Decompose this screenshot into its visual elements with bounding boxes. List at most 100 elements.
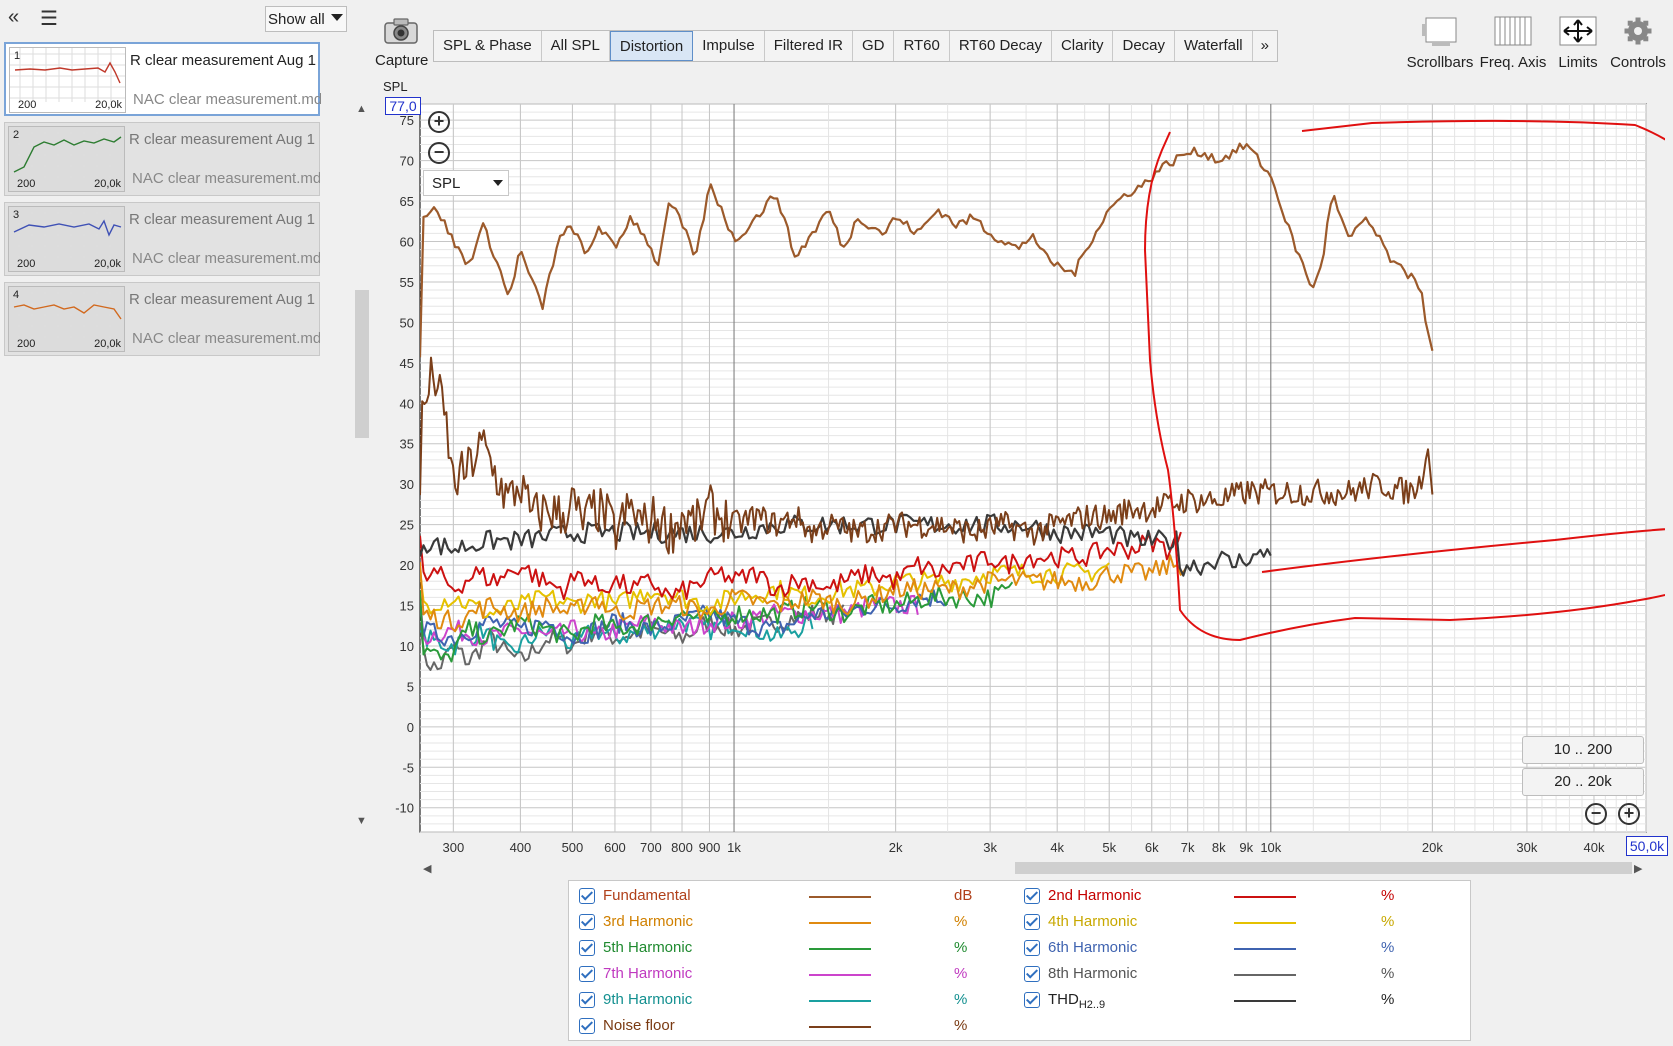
tab-all-spl[interactable]: All SPL <box>542 31 610 61</box>
tab-decay[interactable]: Decay <box>1113 31 1176 61</box>
y-max-limit-box[interactable]: 77,0 <box>385 97 421 115</box>
thumbnail-min-freq: 200 <box>17 178 36 190</box>
thumbnail-min-freq: 200 <box>17 258 36 270</box>
legend-unit: % <box>1381 939 1395 956</box>
chevron-down-icon[interactable] <box>331 14 343 21</box>
tab-impulse[interactable]: Impulse <box>693 31 765 61</box>
x-max-limit-box[interactable]: 50,0k <box>1626 836 1668 856</box>
measurement-thumbnail: 4 200 20,0k <box>8 286 125 352</box>
y-tick-label: 60 <box>400 235 414 250</box>
thumbnail-trace <box>14 61 121 84</box>
legend-checkbox[interactable] <box>579 940 595 956</box>
measurement-file: NAC clear measurement.mdat <box>132 330 320 347</box>
limits-icon[interactable] <box>1556 14 1600 48</box>
scrollbars-icon[interactable] <box>1418 14 1462 48</box>
show-all-label: Show all <box>268 11 325 28</box>
toolbar-freq-axis-label[interactable]: Freq. Axis <box>1479 54 1547 71</box>
capture-button-label[interactable]: Capture <box>375 52 429 69</box>
legend-checkbox[interactable] <box>1024 992 1040 1008</box>
x-zoom-out-icon[interactable]: − <box>1585 803 1607 825</box>
measurement-thumbnail: 2 200 20,0k <box>8 126 125 192</box>
measurement-number: 3 <box>13 209 20 221</box>
tab-spl-phase[interactable]: SPL & Phase <box>434 31 542 61</box>
y-tick-label: 55 <box>400 275 414 290</box>
x-tick-label: 30k <box>1516 840 1537 855</box>
measurement-item-1[interactable]: 1 200 20,0k R clear measurement Aug 1 NAC cl… <box>4 42 321 116</box>
toolbar-limits-label[interactable]: Limits <box>1558 54 1598 71</box>
y-tick-label: 25 <box>400 518 414 533</box>
scroll-left-arrow-icon[interactable]: ◀ <box>423 863 432 875</box>
measurement-item-4[interactable]: 4 200 20,0k R clear measurement Aug 1 NAC cl… <box>4 282 320 356</box>
measurement-number: 2 <box>13 129 20 141</box>
x-tick-label: 900 <box>699 840 721 855</box>
legend-unit: % <box>954 991 968 1008</box>
hand-drawn-annotation <box>1143 119 1665 642</box>
chevron-down-icon[interactable] <box>493 180 503 186</box>
range-button-10-200[interactable]: 10 .. 200 <box>1522 736 1644 764</box>
legend-checkbox[interactable] <box>1024 888 1040 904</box>
y-axis-label: SPL <box>383 79 408 94</box>
measurement-list-scroll-thumb[interactable] <box>355 290 369 438</box>
legend-checkbox[interactable] <box>1024 914 1040 930</box>
legend-line-swatch <box>1234 1000 1296 1002</box>
legend-checkbox[interactable] <box>579 914 595 930</box>
graph-tabs: SPL & Phase All SPL Distortion Impulse Filte… <box>433 30 1278 62</box>
legend-label: Noise floor <box>603 1017 675 1034</box>
measurement-list-scrollbar[interactable] <box>354 100 370 820</box>
legend-checkbox[interactable] <box>579 966 595 982</box>
y-tick-label: 75 <box>400 113 414 128</box>
double-chevron-left-icon[interactable]: « <box>8 6 20 28</box>
y-tick-label: 40 <box>400 396 414 411</box>
x-zoom-in-icon[interactable]: + <box>1618 803 1640 825</box>
camera-icon[interactable] <box>382 16 420 49</box>
tab-rt60[interactable]: RT60 <box>894 31 950 61</box>
measurement-thumbnail: 1 200 20,0k <box>9 47 126 113</box>
scroll-down-arrow-icon[interactable]: ▼ <box>356 815 367 827</box>
legend-item-3rd-harmonic: 3rd Harmonic% <box>569 910 1469 934</box>
legend-checkbox[interactable] <box>579 1018 595 1034</box>
zoom-out-icon[interactable]: − <box>428 142 450 164</box>
y-tick-label: 35 <box>400 437 414 452</box>
measurement-file: NAC clear measurement.mdat <box>132 250 320 267</box>
legend-unit: % <box>954 913 968 930</box>
measurement-item-3[interactable]: 3 200 20,0k R clear measurement Aug 1 NAC cl… <box>4 202 320 276</box>
tab-distortion[interactable]: Distortion <box>609 31 694 61</box>
toolbar-controls-label[interactable]: Controls <box>1610 54 1666 71</box>
x-tick-label: 10k <box>1260 840 1281 855</box>
thumbnail-trace <box>13 219 122 237</box>
range-button-20-20k[interactable]: 20 .. 20k <box>1522 768 1644 796</box>
double-chevron-right-icon[interactable]: » <box>1260 37 1269 54</box>
legend-unit: % <box>954 965 968 982</box>
legend-checkbox[interactable] <box>579 992 595 1008</box>
legend-unit: % <box>954 939 968 956</box>
legend-item-5th-harmonic: 5th Harmonic% <box>569 936 1469 960</box>
tab-filtered-ir[interactable]: Filtered IR <box>765 31 853 61</box>
legend-checkbox[interactable] <box>1024 966 1040 982</box>
legend-item-fundamental: Fundamental dB <box>569 884 1469 908</box>
x-tick-label: 600 <box>604 840 626 855</box>
y-tick-label: -10 <box>395 801 414 816</box>
tab-gd[interactable]: GD <box>853 31 895 61</box>
legend-unit: % <box>1381 965 1395 982</box>
tab-rt60-decay[interactable]: RT60 Decay <box>950 31 1052 61</box>
gear-icon[interactable] <box>1616 14 1660 48</box>
legend-item-2nd-harmonic: 2nd Harmonic% <box>569 884 1469 908</box>
scroll-up-arrow-icon[interactable]: ▲ <box>356 103 367 115</box>
hamburger-menu-icon[interactable]: ☰ <box>40 8 58 30</box>
freq-axis-icon[interactable] <box>1491 14 1535 48</box>
measurement-item-2[interactable]: 2 200 20,0k R clear measurement Aug 1 NAC cl… <box>4 122 320 196</box>
x-tick-label: 1k <box>727 840 741 855</box>
x-tick-label: 5k <box>1102 840 1116 855</box>
legend-checkbox[interactable] <box>579 888 595 904</box>
scroll-right-arrow-icon[interactable]: ▶ <box>1634 863 1643 875</box>
toolbar-scrollbars-label[interactable]: Scrollbars <box>1406 54 1474 71</box>
zoom-in-icon[interactable]: + <box>428 111 450 133</box>
x-scroll-thumb[interactable] <box>1015 862 1632 874</box>
x-tick-label: 4k <box>1050 840 1064 855</box>
tab-clarity[interactable]: Clarity <box>1052 31 1114 61</box>
x-tick-label: 40k <box>1583 840 1604 855</box>
tab-waterfall[interactable]: Waterfall <box>1175 31 1253 61</box>
legend-checkbox[interactable] <box>1024 940 1040 956</box>
y-tick-label: 0 <box>407 720 414 735</box>
